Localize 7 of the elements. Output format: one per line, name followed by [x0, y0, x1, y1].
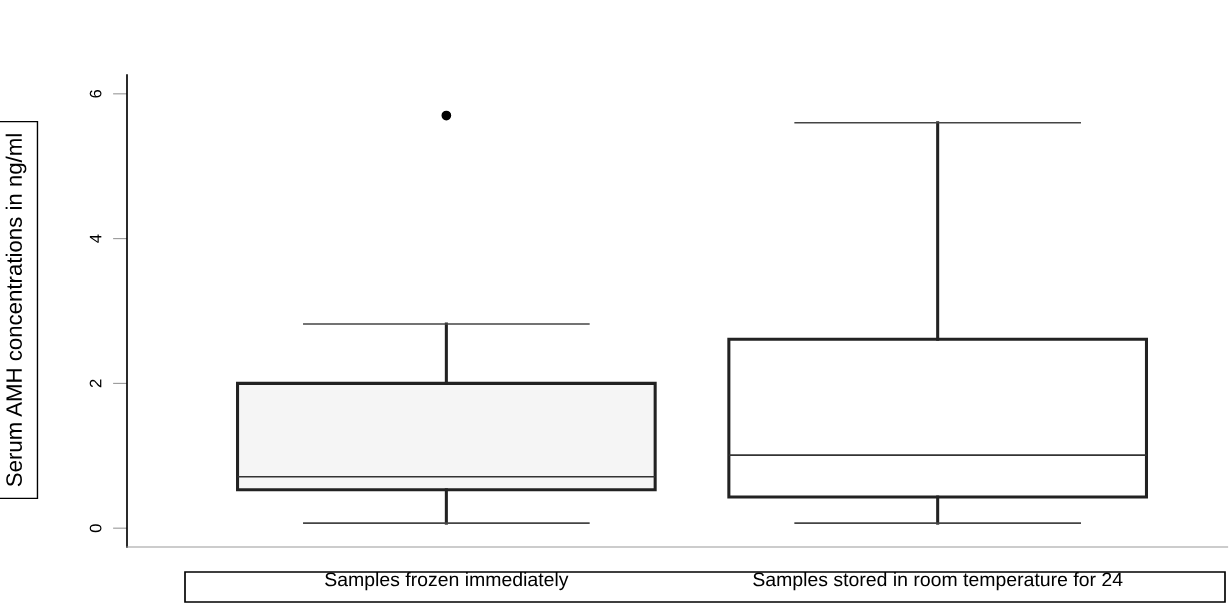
y-tick-label: 0	[89, 524, 102, 533]
y-tick-label: 6	[89, 89, 102, 98]
x-tick-label: Samples stored in room temperature for 24	[753, 572, 1123, 591]
y-axis-title: Serum AMH concentrations in ng/ml	[5, 134, 27, 487]
x-tick-label: Samples frozen immediately	[325, 572, 569, 591]
y-tick-label: 2	[89, 379, 102, 388]
y-tick-label: 4	[89, 234, 102, 243]
